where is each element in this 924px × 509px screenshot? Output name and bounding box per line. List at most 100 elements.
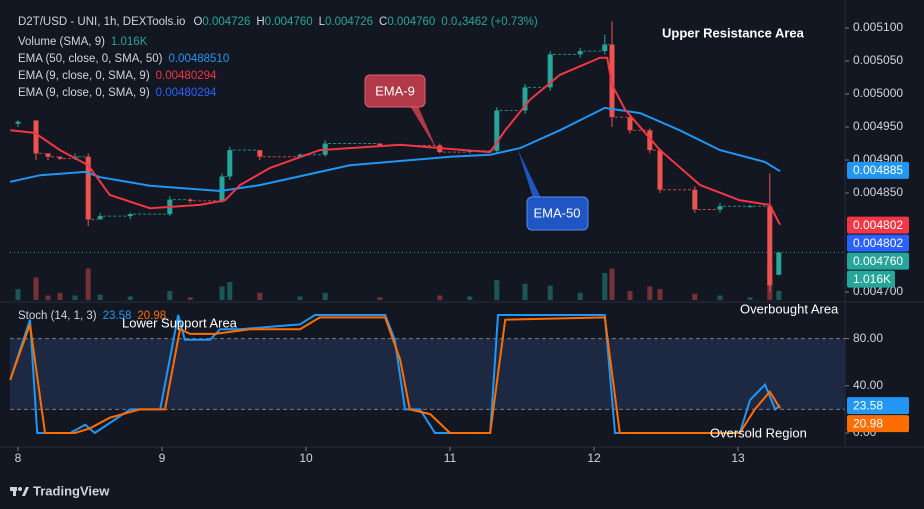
volume-bar bbox=[187, 297, 193, 300]
stoch-badge-bg bbox=[847, 415, 909, 433]
volume-bar bbox=[322, 292, 328, 300]
legend-line: EMA (9, close, 0, SMA, 9) 0.00480294 bbox=[18, 70, 217, 82]
volume-bar bbox=[167, 291, 173, 300]
x-tick-label: 10 bbox=[299, 451, 313, 465]
volume-bar bbox=[522, 283, 528, 300]
candle-body bbox=[127, 214, 133, 217]
annotation: Lower Support Area bbox=[122, 315, 238, 330]
volume-bar bbox=[647, 286, 653, 300]
volume-bar bbox=[227, 282, 233, 300]
candle-body bbox=[657, 150, 663, 190]
symbol: D2T/USD - UNI, 1h, DEXTools.io bbox=[18, 16, 185, 28]
stoch-value: 23.58 bbox=[103, 310, 132, 322]
volume-bar bbox=[97, 294, 103, 300]
volume-bar bbox=[57, 292, 63, 300]
candle-body bbox=[577, 51, 583, 55]
stoch-value: 20.98 bbox=[137, 310, 166, 322]
annotation: Upper Resistance Area bbox=[662, 25, 805, 40]
price-badge: 0.004802 bbox=[853, 218, 903, 232]
price-badge-bg bbox=[847, 216, 909, 234]
footer-brand: TradingView bbox=[33, 483, 110, 498]
indicator-line bbox=[9, 316, 781, 434]
indicator-name: EMA (9, close, 0, SMA, 9) bbox=[18, 87, 150, 99]
legend-line: D2T/USD - UNI, 1h, DEXTools.io O0.004726 H… bbox=[18, 16, 538, 28]
candle-body bbox=[85, 156, 91, 220]
volume-bar bbox=[627, 291, 633, 300]
volume-bar bbox=[377, 297, 383, 300]
candle-body bbox=[627, 117, 633, 131]
volume-bar bbox=[547, 285, 553, 300]
stoch-legend: Stoch (14, 1, 3) 23.58 20.98 bbox=[18, 310, 166, 322]
logo-shape bbox=[13, 487, 16, 496]
logo-shape bbox=[18, 487, 22, 491]
y-tick-label: 0.005050 bbox=[853, 53, 903, 67]
ohlc-value: 0.004726 bbox=[202, 16, 250, 28]
price-badge-bg bbox=[847, 234, 909, 252]
volume-bar bbox=[467, 296, 473, 300]
logo-shape bbox=[22, 487, 29, 496]
candle-body bbox=[45, 153, 51, 157]
stoch-band bbox=[10, 338, 845, 410]
indicator-value: 0.00488510 bbox=[168, 53, 229, 65]
candle-body bbox=[767, 206, 773, 286]
candle-body bbox=[33, 120, 39, 154]
indicator-name: EMA (9, close, 0, SMA, 9) bbox=[18, 70, 150, 82]
candle-body bbox=[257, 150, 263, 157]
candle-body bbox=[494, 110, 500, 151]
ohlc-value: 0.004760 bbox=[265, 16, 313, 28]
x-tick-label: 13 bbox=[731, 451, 745, 465]
candle-body bbox=[377, 143, 383, 146]
stoch-badge: 23.58 bbox=[853, 398, 883, 412]
y-tick-label: 40.00 bbox=[853, 378, 883, 392]
legend-line: EMA (9, close, 0, SMA, 9) 0.00480294 bbox=[18, 87, 217, 99]
indicator-value: 0.00480294 bbox=[156, 70, 217, 82]
volume-bar bbox=[609, 268, 615, 300]
candle-body bbox=[602, 44, 608, 52]
y-tick-label: 80.00 bbox=[853, 331, 883, 345]
volume-bar bbox=[717, 295, 723, 300]
candle-body bbox=[57, 156, 63, 159]
ohlc-label: L bbox=[319, 16, 326, 28]
indicator-name: EMA (50, close, 0, SMA, 50) bbox=[18, 53, 163, 65]
volume-bar bbox=[45, 295, 51, 300]
annotation: Overbought Area bbox=[740, 301, 839, 316]
volume-bar bbox=[219, 286, 225, 300]
volume-bar bbox=[776, 290, 782, 300]
candle-body bbox=[547, 54, 553, 88]
legend-line: EMA (50, close, 0, SMA, 50) 0.00488510 bbox=[18, 53, 229, 65]
callout-box bbox=[526, 196, 589, 231]
volume-bar bbox=[437, 295, 443, 300]
volume-bar bbox=[127, 296, 133, 300]
change: 0.0₄3462 (+0.73%) bbox=[441, 16, 538, 28]
indicator-line bbox=[9, 106, 781, 193]
candle-body bbox=[227, 150, 233, 177]
annotation: Oversold Region bbox=[710, 425, 807, 440]
ohlc-label: O bbox=[193, 16, 202, 28]
ohlc-label: H bbox=[256, 16, 264, 28]
price-badge-bg bbox=[847, 252, 909, 270]
y-tick-label: 0.005100 bbox=[853, 20, 903, 34]
candle-body bbox=[522, 87, 528, 111]
indicator-line bbox=[10, 56, 781, 226]
volume-bar bbox=[747, 297, 753, 300]
candle-body bbox=[297, 154, 303, 157]
volume-bar bbox=[72, 295, 78, 300]
callout-arrow bbox=[410, 106, 437, 150]
volume-bar bbox=[692, 293, 698, 300]
candle-body bbox=[692, 189, 698, 210]
volume-bar bbox=[257, 292, 263, 300]
candle-body bbox=[15, 121, 21, 124]
volume-bar bbox=[33, 277, 39, 300]
candle-body bbox=[717, 206, 723, 210]
annotation: EMA-50 bbox=[534, 205, 581, 220]
volume-bar bbox=[494, 280, 500, 300]
price-badge-bg bbox=[847, 161, 909, 179]
candle-body bbox=[647, 130, 653, 151]
volume-bar bbox=[15, 289, 21, 300]
candle-body bbox=[97, 216, 103, 220]
stoch-title: Stoch (14, 1, 3) bbox=[18, 310, 97, 322]
candle-body bbox=[219, 176, 225, 201]
callout-arrow bbox=[518, 150, 541, 198]
x-tick-label: 8 bbox=[15, 451, 22, 465]
